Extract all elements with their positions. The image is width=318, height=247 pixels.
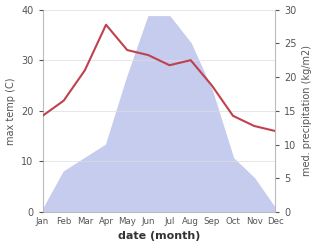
Y-axis label: med. precipitation (kg/m2): med. precipitation (kg/m2): [302, 45, 313, 176]
Y-axis label: max temp (C): max temp (C): [5, 77, 16, 144]
X-axis label: date (month): date (month): [118, 231, 200, 242]
